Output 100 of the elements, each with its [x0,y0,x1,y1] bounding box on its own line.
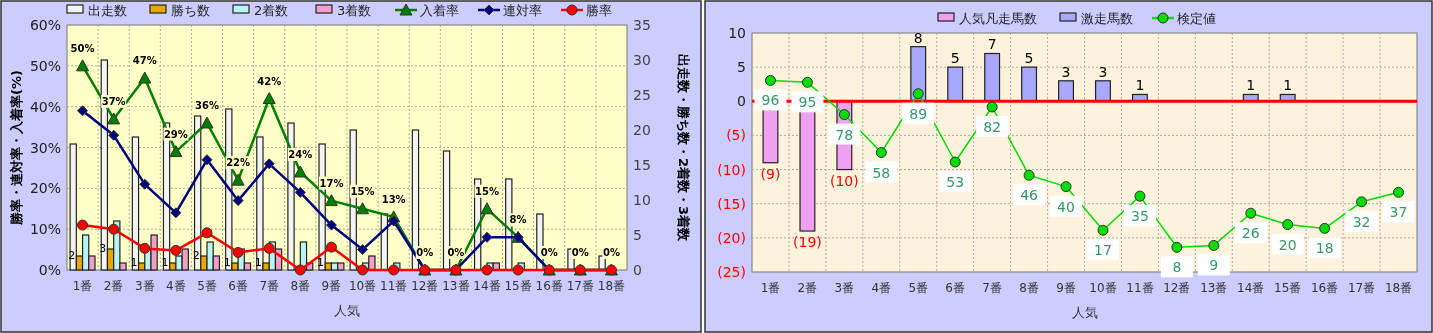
data-label: 2 [68,249,76,262]
x-tick-label: 16番 [535,279,563,293]
y-tick-label: 50% [29,57,61,74]
x-tick-label: 7番 [259,279,280,293]
x-tick-label: 4番 [871,281,892,295]
x-tick-label: 13番 [442,279,470,293]
x-tick-label: 12番 [411,279,439,293]
data-label: 29% [163,128,188,140]
data-label: 0% [540,247,558,258]
data-label: (19) [793,234,822,251]
data-label: 95 [798,94,817,111]
data-label: 17 [1094,242,1112,259]
x-tick-label: 13番 [1200,281,1228,295]
y-tick-label: (10) [717,161,746,178]
x-tick-label: 18番 [597,279,626,293]
x-tick-label: 9番 [321,279,342,293]
data-label: (9) [760,165,781,182]
legend-label: 2着数 [254,3,289,18]
data-label: 3 [1098,63,1108,80]
y2-tick-label: 0 [633,262,642,278]
data-label: 0% [416,247,434,258]
x-tick-label: 3番 [834,281,855,295]
x-tick-label: 6番 [228,279,248,293]
y2-axis-title: 出走数・勝ち数・2着数・3着数 [676,53,691,243]
data-label: 1 [1246,77,1256,94]
y-tick-label: 20% [29,180,61,197]
x-tick-label: 6番 [945,281,966,295]
data-label: 96 [761,92,780,109]
x-tick-label: 5番 [197,279,217,293]
x-tick-label: 8番 [1019,281,1039,295]
data-label: 15% [475,185,499,197]
legend-label: 人気凡走馬数 [959,11,1037,26]
data-label: 24% [288,149,313,160]
x-tick-label: 3番 [134,279,155,293]
x-tick-label: 1番 [760,281,781,295]
data-label: 5 [950,50,960,67]
data-label: 1 [1135,77,1145,94]
y-tick-label: 10 [728,25,746,41]
data-label: 78 [835,126,854,143]
x-tick-label: 17番 [1347,281,1376,295]
data-label: 5 [1024,50,1034,67]
x-tick-label: 11番 [380,279,408,293]
y-tick-label: 60% [29,17,61,33]
legend-label: 勝ち数 [171,3,210,18]
data-label: 8 [913,29,923,46]
x-tick-label: 14番 [1237,281,1265,295]
legend-label: 激走馬数 [1081,11,1133,26]
x-tick-label: 9番 [1056,281,1076,295]
data-label: 0% [571,247,589,258]
x-tick-label: 8番 [290,279,311,293]
legend-label: 3着数 [337,3,372,18]
data-label: 13% [381,193,406,205]
y2-tick-label: 35 [633,17,651,33]
data-label: 36% [195,100,219,111]
x-tick-label: 5番 [908,281,929,295]
data-label: 53 [946,173,965,190]
data-label: 20 [1278,236,1297,253]
y2-tick-label: 15 [633,157,651,173]
x-tick-label: 2番 [103,279,124,293]
x-tick-label: 15番 [1274,281,1302,295]
data-label: 47% [132,55,157,67]
data-label: 1 [223,256,231,269]
data-label: 3 [1061,63,1071,80]
y-tick-label: 10% [29,221,61,238]
x-tick-label: 18番 [1384,281,1413,295]
y2-tick-label: 10 [633,192,651,208]
y-tick-label: 0% [38,262,61,278]
y2-tick-label: 25 [633,87,651,103]
y-tick-label: 5 [737,59,746,76]
y-tick-label: (15) [717,195,746,212]
data-label: 18 [1315,240,1334,257]
y-tick-label: (20) [717,229,746,246]
data-label: 82 [983,118,1002,135]
data-label: 42% [257,75,282,87]
y-tick-label: 0 [737,93,746,110]
x-tick-label: 10番 [348,279,377,293]
x-tick-label: 17番 [566,279,594,293]
data-label: 58 [872,164,891,181]
y-tick-label: (5) [726,127,746,144]
data-label: 0% [602,247,620,258]
x-tick-label: 14番 [473,279,501,293]
x-tick-label: 16番 [1311,281,1339,295]
x-tick-label: 15番 [504,279,532,293]
data-label: 1 [254,256,262,269]
data-label: 40 [1057,198,1075,215]
y-tick-label: 30% [29,139,61,156]
y2-tick-label: 5 [633,227,642,243]
data-label: 7 [987,36,997,53]
x-tick-label: 11番 [1126,281,1154,295]
x-axis-title: 人気 [1071,305,1098,320]
x-tick-label: 10番 [1089,281,1117,295]
y-axis-title: 勝率・連対率・入着率(%) [9,70,24,226]
data-label: 8% [509,214,527,226]
data-label: 8 [1172,259,1182,276]
data-label: 17% [319,177,344,189]
y2-tick-label: 30 [633,52,651,68]
x-tick-label: 7番 [982,281,1002,295]
data-label: 32 [1352,213,1371,230]
data-label: 1 [1283,77,1293,94]
data-label: 50% [70,42,95,54]
